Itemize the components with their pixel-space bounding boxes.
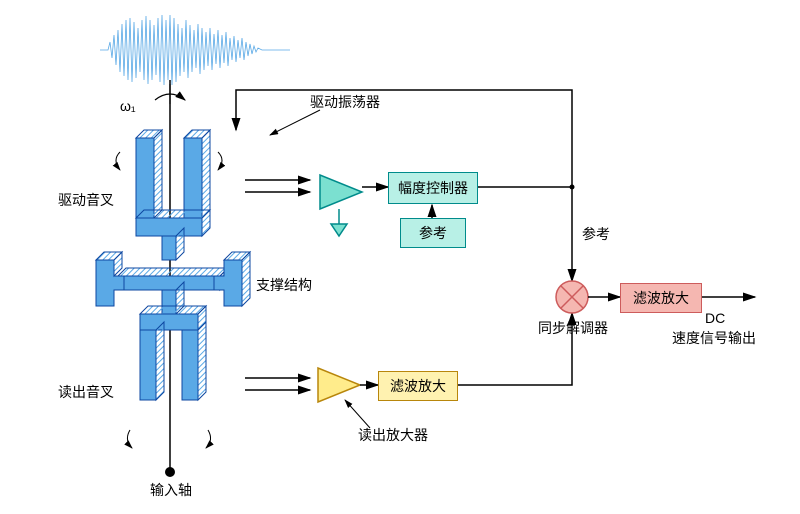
- filter-amp-yellow-box: 滤波放大: [378, 371, 458, 401]
- input-axis-endpoint: [165, 467, 175, 477]
- tuning-fork-structure: [96, 130, 250, 400]
- filter-amp-pink-box: 滤波放大: [620, 283, 702, 313]
- readout-fork: [140, 282, 206, 400]
- dc-label: DC: [705, 310, 725, 326]
- teal-amplifier-icon: [320, 175, 362, 209]
- omega-label: ω₁: [120, 98, 136, 114]
- readout-amplifier-label: 读出放大器: [358, 425, 428, 445]
- diagram-root: 幅度控制器 参考 滤波放大 滤波放大 ω₁ 驱动音叉 读出音叉 支撑结构 输入轴…: [0, 0, 800, 509]
- input-axis-label: 输入轴: [150, 480, 192, 500]
- drive-oscillator-label: 驱动振荡器: [310, 92, 380, 112]
- reference-label: 参考: [582, 224, 610, 244]
- yellow-amplifier-icon: [318, 368, 360, 402]
- rate-output-label: 速度信号输出: [672, 328, 756, 348]
- drive-fork-label: 驱动音叉: [58, 190, 114, 210]
- drive-fork: [136, 130, 210, 260]
- reference-box: 参考: [400, 218, 466, 248]
- readout-fork-label: 读出音叉: [58, 382, 114, 402]
- mixer-icon: [556, 281, 588, 313]
- demodulator-label: 同步解调器: [538, 318, 608, 338]
- amplitude-controller-box: 幅度控制器: [388, 172, 478, 204]
- ground-icon: [331, 224, 347, 236]
- waveform-icon: [100, 15, 290, 85]
- support-structure-label: 支撑结构: [256, 275, 312, 295]
